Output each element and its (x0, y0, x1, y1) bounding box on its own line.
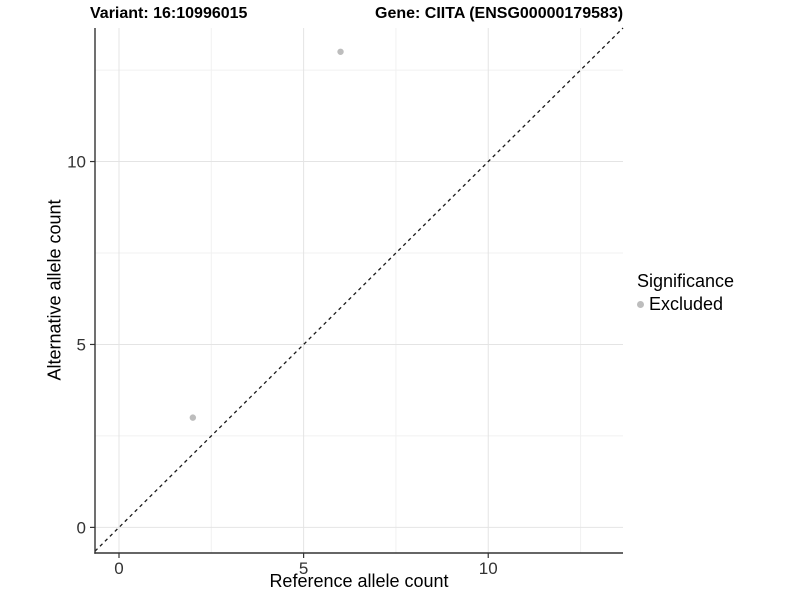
x-tick-label: 10 (479, 559, 498, 578)
x-axis-title: Reference allele count (269, 571, 449, 591)
y-tick-label: 5 (77, 335, 86, 354)
identity-line (94, 27, 624, 552)
plot-title-gene: Gene: CIITA (ENSG00000179583) (375, 5, 624, 22)
data-points (189, 48, 344, 421)
y-axis-title: Alternative allele count (44, 199, 65, 381)
gridlines-major (95, 28, 623, 553)
data-point (189, 414, 197, 421)
tick-labels: 0 5 10 0 5 10 (67, 153, 498, 578)
y-tick-label: 0 (77, 518, 86, 537)
y-tick-label: 10 (67, 153, 86, 172)
legend-item-label: Excluded (649, 294, 724, 314)
legend-title: Significance (637, 271, 735, 291)
excluded-point-icon (637, 301, 644, 308)
legend-item-excluded: Excluded (637, 294, 734, 315)
plot-title-variant: Variant: 16:10996015 (90, 5, 248, 22)
data-point (337, 48, 344, 55)
tick-marks (90, 160, 489, 558)
gridlines-minor (95, 28, 623, 553)
legend: Significance Excluded (637, 270, 734, 315)
x-tick-label: 5 (299, 559, 308, 578)
axis-lines (94, 28, 623, 554)
x-tick-label: 0 (114, 559, 123, 578)
